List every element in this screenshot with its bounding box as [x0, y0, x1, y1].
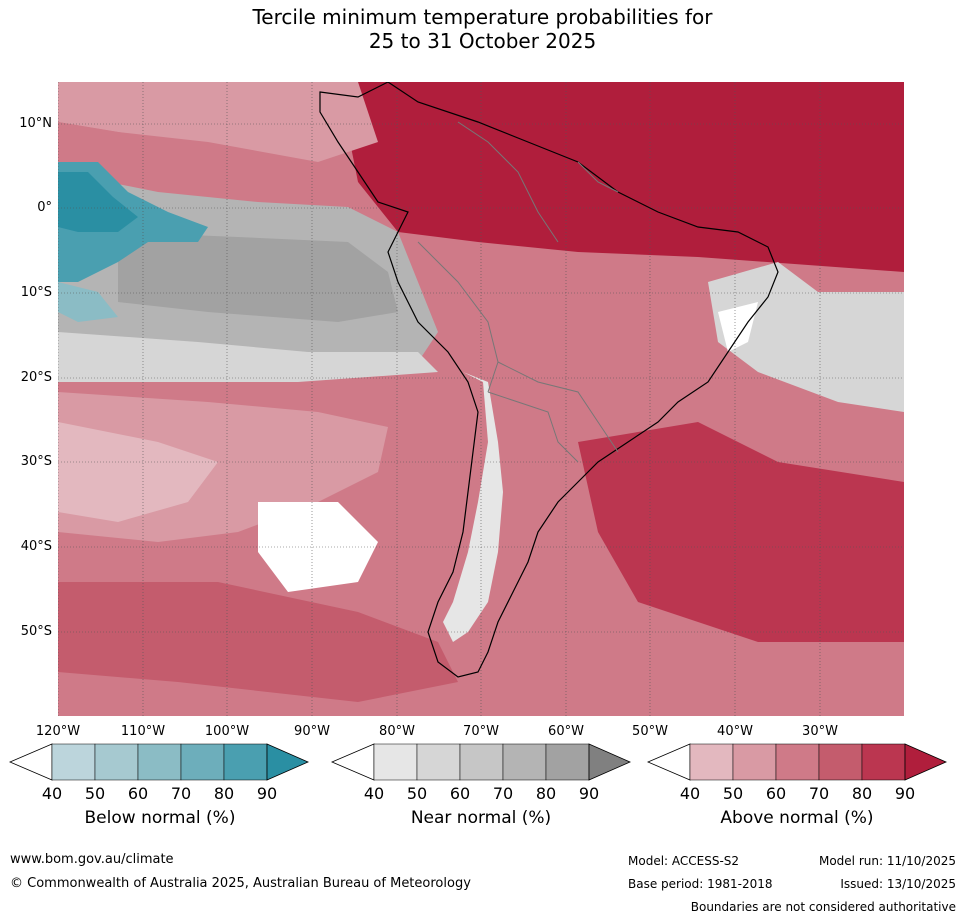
region-pacific-near-normal-strong	[118, 232, 398, 322]
legend-near-tick: 50	[406, 784, 428, 803]
legend-below-tick: 80	[213, 784, 235, 803]
copyright-text: © Commonwealth of Australia 2025, Austra…	[10, 876, 471, 891]
legend-below-label: Below normal (%)	[84, 808, 236, 828]
legend-above-tick: 40	[679, 784, 701, 803]
region-south-atlantic-above	[578, 422, 904, 642]
legend-below-arrow-right	[266, 743, 309, 781]
legend-above-box-4	[818, 743, 863, 781]
south-america-coastline	[319, 82, 779, 678]
website-link[interactable]: www.bom.gov.au/climate	[10, 852, 174, 867]
region-brazil-coast-white	[718, 302, 758, 352]
lat-label-30s: 30°S	[20, 454, 52, 469]
legend-below-tick: 70	[170, 784, 192, 803]
lon-label-100w: 100°W	[204, 724, 250, 739]
lat-label-0: 0°	[37, 200, 52, 215]
map-title: Tercile minimum temperature probabilitie…	[0, 5, 965, 53]
legend-above-box-5	[861, 743, 906, 781]
legend-above-tick: 50	[722, 784, 744, 803]
region-pacific-near-normal-light	[58, 332, 438, 382]
issued-date: Issued: 13/10/2025	[840, 877, 956, 891]
region-andes-near-normal	[443, 372, 503, 642]
legend-below-tick: 50	[84, 784, 106, 803]
legend-near-box-4	[502, 743, 547, 781]
legend-near-tick: 70	[492, 784, 514, 803]
map-canvas	[58, 82, 904, 716]
legend-above-tick: 80	[851, 784, 873, 803]
lat-label-10n: 10°N	[19, 116, 52, 131]
legend-near-tick: 90	[578, 784, 600, 803]
legend-near-box-1	[373, 743, 418, 781]
legend-below-tick: 60	[127, 784, 149, 803]
lon-label-70w: 70°W	[463, 724, 499, 739]
legend-above-tick: 60	[765, 784, 787, 803]
region-southern-ocean	[58, 582, 458, 702]
legend-above-arrow-right	[904, 743, 947, 781]
lat-label-50s: 50°S	[20, 624, 52, 639]
title-line-2: 25 to 31 October 2025	[368, 29, 597, 53]
lat-label-10s: 10°S	[20, 285, 52, 300]
lon-label-80w: 80°W	[379, 724, 415, 739]
lon-label-40w: 40°W	[717, 724, 753, 739]
country-borders	[417, 121, 619, 463]
legend-near-arrow-right	[588, 743, 631, 781]
region-atlantic-near-normal	[708, 262, 904, 412]
legend-above-box-1	[689, 743, 734, 781]
legend-below-box-5	[223, 743, 268, 781]
lat-label-20s: 20°S	[20, 370, 52, 385]
legend-above-tick: 70	[808, 784, 830, 803]
legend-below-normal-bar	[8, 743, 309, 781]
legend-near-arrow-left	[330, 743, 375, 781]
legend-above-label: Above normal (%)	[720, 808, 874, 828]
legend-near-tick: 80	[535, 784, 557, 803]
legend-above-normal-bar	[646, 743, 947, 781]
lon-label-110w: 110°W	[120, 724, 166, 739]
region-south-pacific-white	[258, 502, 378, 592]
legend-below-arrow-left	[8, 743, 53, 781]
legend-below-box-1	[51, 743, 96, 781]
region-northwest-pink	[58, 82, 378, 162]
region-below-normal-strong	[58, 172, 138, 232]
lon-label-60w: 60°W	[548, 724, 584, 739]
legend-above-box-3	[775, 743, 820, 781]
region-north-above	[338, 82, 904, 272]
region-south-pacific-pale	[58, 422, 218, 522]
legend-above-box-2	[732, 743, 777, 781]
lat-label-40s: 40°S	[20, 539, 52, 554]
legend-near-box-2	[416, 743, 461, 781]
legend-above-arrow-left	[646, 743, 691, 781]
lon-label-30w: 30°W	[802, 724, 838, 739]
legend-near-box-5	[545, 743, 590, 781]
lon-label-50w: 50°W	[632, 724, 668, 739]
base-period: Base period: 1981-2018	[628, 877, 773, 891]
legend-near-normal-bar	[330, 743, 631, 781]
legend-below-box-2	[94, 743, 139, 781]
legend-above-tick: 90	[894, 784, 916, 803]
legend-below-tick: 90	[256, 784, 278, 803]
legend-near-tick: 60	[449, 784, 471, 803]
lon-label-90w: 90°W	[294, 724, 330, 739]
legend-below-tick: 40	[41, 784, 63, 803]
map-graticule	[58, 82, 904, 716]
legend-near-box-3	[459, 743, 504, 781]
model-run-date: Model run: 11/10/2025	[818, 854, 956, 868]
region-below-normal-light	[58, 282, 118, 322]
probability-map	[58, 82, 904, 716]
legend-below-box-4	[180, 743, 225, 781]
title-line-1: Tercile minimum temperature probabilitie…	[252, 5, 713, 29]
legend-near-label: Near normal (%)	[410, 808, 552, 828]
lon-label-120w: 120°W	[35, 724, 81, 739]
legend-near-tick: 40	[363, 784, 385, 803]
model-name: Model: ACCESS-S2	[628, 854, 740, 868]
boundaries-disclaimer: Boundaries are not considered authoritat…	[690, 900, 956, 914]
legend-below-box-3	[137, 743, 182, 781]
